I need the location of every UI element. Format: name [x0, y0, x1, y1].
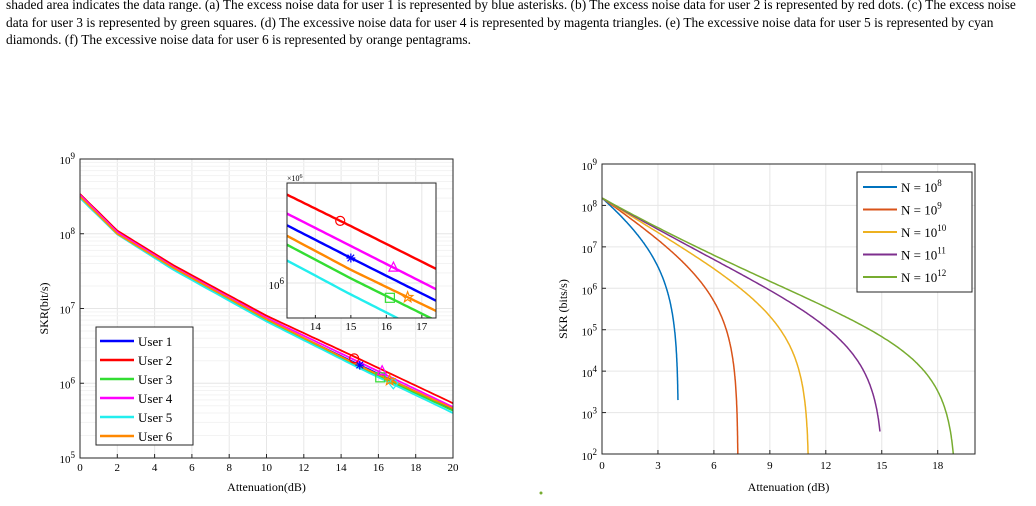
- x-tick-label: 6: [189, 462, 195, 474]
- series-line-n-9: [601, 197, 739, 454]
- legend-label: N = 1011: [901, 246, 946, 263]
- inset-x-tick-label: 17: [416, 321, 428, 333]
- inset-series-line: [287, 259, 400, 318]
- legend-label: N = 1010: [901, 223, 947, 240]
- x-tick-label: 14: [336, 462, 348, 474]
- series-line-user-2: [79, 193, 454, 405]
- series-line-n-11: [601, 197, 881, 432]
- legend-label: User 2: [138, 353, 172, 368]
- y-tick-label: 104: [582, 364, 598, 380]
- legend-label: User 6: [138, 429, 173, 444]
- y-axis-label: SKR(bit/s): [37, 282, 51, 334]
- x-tick-label: 0: [599, 460, 605, 472]
- x-tick-label: 3: [655, 460, 661, 472]
- inset-data-marker: [335, 215, 346, 226]
- data-marker-user-2: [349, 353, 360, 364]
- inset-plot: [287, 193, 436, 318]
- inset-exponent-label: ×106: [287, 174, 303, 183]
- inset-data-marker: [384, 292, 395, 303]
- stray-dot: [539, 491, 543, 495]
- legend-label: User 1: [138, 334, 172, 349]
- legend-label: User 3: [138, 372, 172, 387]
- y-tick-label: 109: [60, 151, 76, 167]
- y-tick-label: 106: [582, 281, 598, 297]
- x-tick-label: 20: [448, 462, 460, 474]
- inset-data-marker: [346, 253, 356, 263]
- inset-series-line: [287, 243, 434, 318]
- data-marker-user-3: [375, 372, 386, 383]
- data-marker-user-5: [388, 376, 399, 390]
- x-tick-label: 0: [77, 462, 83, 474]
- data-marker-user-4: [376, 364, 388, 376]
- y-tick-label: 103: [582, 406, 598, 422]
- legend-label: N = 109: [901, 201, 942, 218]
- plot-frame: [601, 163, 976, 455]
- legend-label: User 5: [138, 410, 172, 425]
- inset-series-line: [287, 234, 436, 313]
- x-axis-label: Attenuation(dB): [227, 480, 306, 494]
- inset-y-tick-label: 106: [269, 276, 285, 292]
- x-tick-label: 2: [115, 462, 121, 474]
- series-line-n-12: [601, 197, 955, 455]
- legend-label: N = 108: [901, 178, 942, 195]
- data-marker-user-6: [382, 372, 397, 386]
- x-tick-label: 12: [298, 462, 309, 474]
- inset-x-tick-label: 15: [345, 321, 357, 333]
- x-tick-label: 4: [152, 462, 158, 474]
- inset-data-marker: [387, 260, 399, 272]
- inset-x-tick-label: 14: [310, 321, 322, 333]
- inset-frame: [286, 182, 437, 319]
- series-line-n-10: [601, 197, 809, 454]
- inset-data-marker: [400, 289, 415, 304]
- x-tick-label: 8: [226, 462, 232, 474]
- x-tick-label: 10: [261, 462, 273, 474]
- y-tick-label: 108: [60, 226, 76, 242]
- chart-b: 0 3 6 9 12 15 18 102 103 104 105 106 107 108 109 Attenu…: [556, 157, 976, 494]
- chart-a: 0 2 4 6 8 10 12 14 16 18 20 105 106 107 108 109 Attenuat…: [37, 151, 459, 494]
- inset-x-tick-label: 16: [381, 321, 393, 333]
- y-tick-label: 106: [60, 375, 76, 391]
- x-tick-label: 9: [767, 460, 773, 472]
- legend-label: N = 1012: [901, 268, 946, 285]
- x-tick-label: 18: [410, 462, 422, 474]
- y-tick-label: 102: [582, 447, 598, 463]
- y-tick-label: 109: [582, 157, 598, 173]
- y-axis-label: SKR (bits/s): [556, 279, 570, 339]
- x-tick-label: 12: [820, 460, 831, 472]
- x-tick-label: 16: [373, 462, 385, 474]
- x-tick-label: 15: [876, 460, 888, 472]
- legend-label: User 4: [138, 391, 173, 406]
- inset-series-line: [287, 212, 436, 291]
- y-tick-label: 107: [60, 301, 76, 317]
- x-tick-label: 6: [711, 460, 717, 472]
- y-tick-label: 105: [60, 450, 76, 466]
- series-line-n-8: [601, 197, 679, 401]
- y-tick-label: 108: [582, 198, 598, 214]
- data-marker-user-1: [355, 360, 365, 370]
- figure-caption: shaded area indicates the data range. (a…: [6, 0, 1016, 47]
- inset-series-line: [287, 223, 436, 303]
- legend-box: [95, 326, 194, 446]
- x-tick-label: 18: [932, 460, 944, 472]
- y-tick-label: 105: [582, 323, 598, 339]
- inset-series-line: [287, 193, 436, 271]
- y-tick-label: 107: [582, 240, 598, 256]
- x-axis-label: Attenuation (dB): [748, 480, 830, 494]
